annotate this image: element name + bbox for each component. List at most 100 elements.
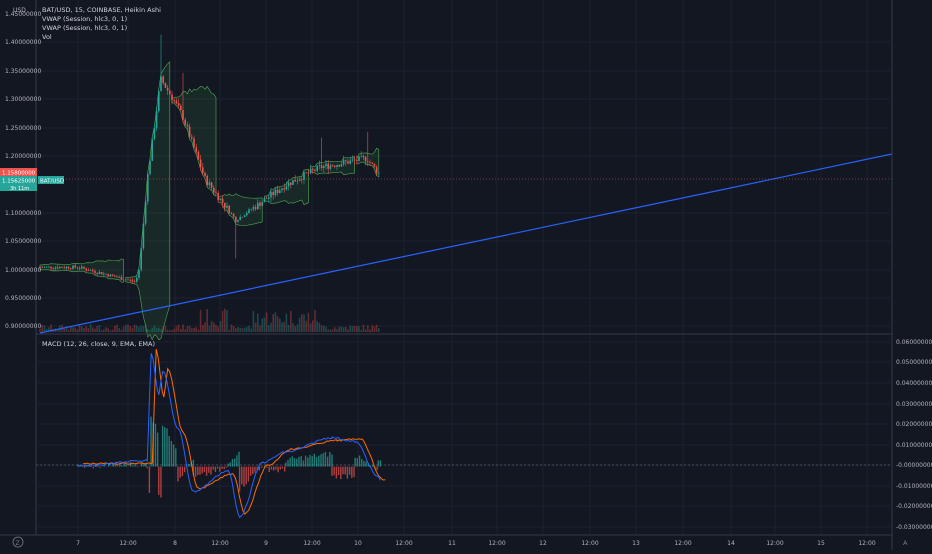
macd-histogram-bar xyxy=(285,462,286,466)
macd-histogram-bar xyxy=(329,452,330,467)
macd-histogram-bar xyxy=(213,467,214,470)
candle-body xyxy=(347,161,349,163)
candle-body xyxy=(312,169,314,170)
macd-histogram-bar xyxy=(376,467,377,471)
candle-body xyxy=(147,174,149,202)
time-tick-label: 10 xyxy=(354,540,362,547)
volume-bar xyxy=(288,325,290,332)
candle-body xyxy=(77,267,79,268)
candle-body xyxy=(310,169,312,173)
candle-body xyxy=(83,267,85,269)
candle-body xyxy=(88,270,90,271)
candle-body xyxy=(118,277,120,278)
candle-body xyxy=(264,198,266,202)
candle-body xyxy=(63,268,65,269)
volume-bar xyxy=(343,327,345,332)
candle-body xyxy=(294,180,296,181)
macd-histogram-bar xyxy=(365,461,366,466)
candle-body xyxy=(154,128,156,139)
indicator-vwap-2[interactable]: VWAP (Session, hlc3, 0, 1) xyxy=(42,24,127,32)
price-tick-label: 1.40000000 xyxy=(5,39,41,46)
volume-bar xyxy=(121,330,123,332)
volume-bar xyxy=(312,320,314,332)
symbol-title[interactable]: BAT/USD, 15, COINBASE, Heikin Ashi xyxy=(42,6,161,14)
volume-bar xyxy=(272,314,274,332)
volume-bar xyxy=(246,327,248,332)
candle-body xyxy=(66,267,68,268)
candle-body xyxy=(187,125,189,127)
macd-histogram-bar xyxy=(158,467,159,495)
candle-body xyxy=(286,186,288,189)
macd-histogram-bar xyxy=(347,467,348,479)
macd-histogram-bar xyxy=(292,456,293,466)
volume-bar xyxy=(321,325,323,332)
price-tick-label: 1.35000000 xyxy=(5,68,41,75)
time-tick-label: 12:00 xyxy=(858,540,875,547)
macd-histogram-bar xyxy=(224,467,225,470)
candle-body xyxy=(248,209,250,213)
macd-title[interactable]: MACD (12, 26, close, 9, EMA, EMA) xyxy=(42,340,155,348)
macd-histogram-bar xyxy=(243,467,244,487)
candle-body xyxy=(308,173,310,174)
volume-bar xyxy=(283,322,285,332)
candle-body xyxy=(151,139,153,161)
countdown-value: 3h 11m xyxy=(10,186,29,192)
candle-body xyxy=(314,170,316,171)
volume-bar xyxy=(63,329,65,332)
candle-body xyxy=(52,268,54,269)
volume-bar xyxy=(92,327,94,332)
auto-scale-button[interactable]: A xyxy=(903,539,908,547)
candle-body xyxy=(367,161,369,162)
candle-body xyxy=(231,213,233,214)
volume-bar xyxy=(367,325,369,332)
volume-bar xyxy=(248,326,250,332)
volume-bar xyxy=(107,328,109,332)
indicator-vol[interactable]: Vol xyxy=(42,33,52,41)
volume-bar xyxy=(178,325,180,332)
macd-histogram-bar xyxy=(314,454,315,467)
volume-bar xyxy=(275,312,277,332)
candle-body xyxy=(255,207,257,209)
macd-histogram-bar xyxy=(239,467,240,492)
candle-body xyxy=(81,267,83,269)
macd-histogram-bar xyxy=(325,452,326,467)
candle-body xyxy=(96,273,98,274)
candle-body xyxy=(257,203,259,209)
volume-bar xyxy=(314,310,316,332)
candle-body xyxy=(202,167,204,173)
volume-bar xyxy=(171,330,173,332)
volume-bar xyxy=(123,327,125,332)
macd-histogram-bar xyxy=(188,464,189,467)
macd-tick-label: 0.04000000 xyxy=(896,380,932,387)
candle-body xyxy=(48,267,50,268)
macd-histogram-bar xyxy=(363,461,364,467)
candle-body xyxy=(59,267,61,268)
candle-body xyxy=(261,202,263,206)
macd-histogram-bar xyxy=(177,467,178,482)
candle-body xyxy=(288,182,290,186)
candle-body xyxy=(165,83,167,88)
volume-bar xyxy=(112,330,114,332)
candle-body xyxy=(253,207,255,209)
candle-body xyxy=(363,156,365,157)
candle-body xyxy=(290,182,292,184)
svg-text:Z: Z xyxy=(16,540,20,547)
volume-bar xyxy=(103,329,105,332)
volume-bar xyxy=(237,327,239,332)
indicator-vwap-1[interactable]: VWAP (Session, hlc3, 0, 1) xyxy=(42,15,127,23)
macd-histogram-bar xyxy=(269,467,270,472)
candle-body xyxy=(321,165,323,168)
macd-histogram-bar xyxy=(195,467,196,477)
macd-histogram-bar xyxy=(155,424,156,467)
volume-bar xyxy=(239,328,241,332)
macd-histogram-bar xyxy=(150,417,151,467)
candle-body xyxy=(305,172,307,173)
candle-body xyxy=(374,164,376,167)
macd-histogram-bar xyxy=(277,467,278,473)
volume-bar xyxy=(281,322,283,332)
volume-bar xyxy=(193,328,195,332)
macd-histogram-bar xyxy=(193,460,194,467)
macd-histogram-bar xyxy=(208,467,209,473)
candle-body xyxy=(338,165,340,166)
